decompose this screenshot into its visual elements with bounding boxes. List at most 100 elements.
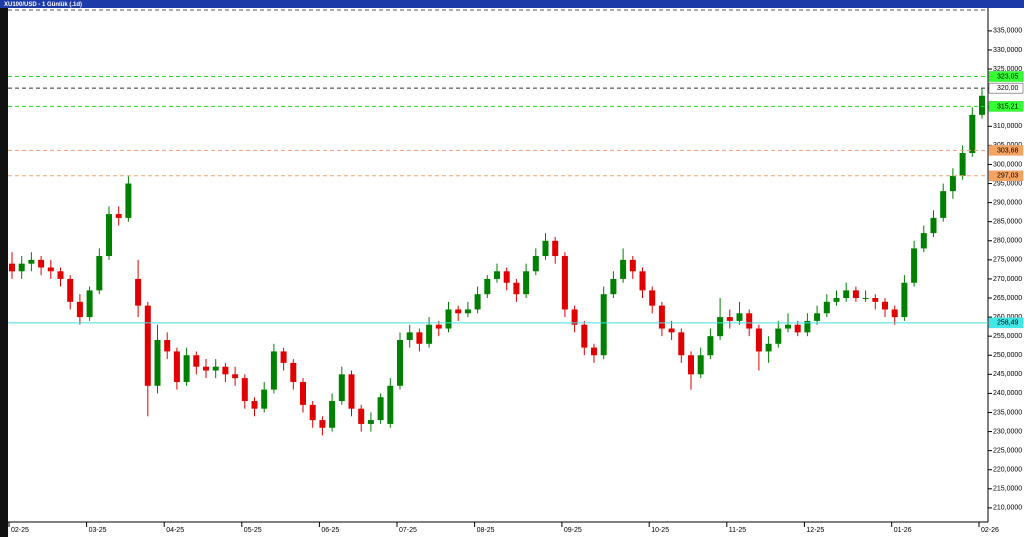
candle-body: [949, 175, 956, 192]
level-label: 297,03: [997, 173, 1019, 180]
x-tick-label: 12-25: [806, 527, 824, 534]
candle-body: [47, 267, 54, 272]
y-tick-label: 290,0000: [993, 199, 1022, 206]
candle-body: [57, 271, 64, 279]
candle-body: [707, 336, 714, 356]
y-tick-label: 245,0000: [993, 371, 1022, 378]
candle-body: [513, 282, 520, 295]
y-tick-label: 335,0000: [993, 28, 1022, 35]
candle-body: [552, 240, 559, 257]
y-tick-label: 285,0000: [993, 219, 1022, 226]
candle-body: [503, 271, 510, 283]
y-tick-label: 260,0000: [993, 314, 1022, 321]
candle-body: [474, 294, 481, 310]
candle-body: [804, 320, 811, 333]
candle-body: [290, 362, 297, 382]
y-tick-label: 265,0000: [993, 295, 1022, 302]
x-tick-label: 03-25: [89, 527, 107, 534]
candle-body: [67, 278, 74, 302]
level-label: 258,49: [997, 320, 1019, 327]
y-tick-label: 275,0000: [993, 257, 1022, 264]
level-box: [988, 170, 1024, 182]
candle-body: [338, 374, 345, 402]
candle-body: [377, 397, 384, 421]
candle-body: [494, 271, 500, 279]
candle-body: [484, 278, 491, 295]
candle-body: [38, 259, 45, 268]
y-tick-label: 295,0000: [993, 180, 1022, 187]
candle-body: [329, 401, 336, 428]
x-tick-label: 09-25: [564, 527, 582, 534]
y-tick-label: 240,0000: [993, 390, 1022, 397]
candle-body: [367, 420, 374, 424]
candle-body: [261, 389, 268, 409]
candle-body: [755, 328, 762, 352]
candle-body: [435, 324, 442, 329]
candle-body: [106, 214, 112, 257]
candle-body: [193, 355, 200, 367]
candle-body: [726, 317, 733, 321]
candle-body: [542, 240, 549, 257]
candle-body: [319, 420, 326, 428]
candle-body: [658, 305, 665, 329]
candle-body: [746, 313, 753, 329]
candle-body: [300, 381, 306, 405]
level-label: 315,21: [997, 103, 1019, 110]
candle-body: [270, 351, 277, 390]
y-tick-label: 330,0000: [993, 47, 1022, 54]
candle-body: [600, 294, 607, 356]
x-tick-label: 10-25: [651, 527, 669, 534]
level-box: [988, 71, 1024, 82]
title-bar: [0, 0, 1024, 8]
level-box: [988, 145, 1024, 156]
candle-body: [358, 408, 365, 424]
x-tick-label: 06-25: [321, 527, 339, 534]
candle-body: [154, 339, 161, 386]
candle-body: [688, 355, 694, 375]
y-tick-label: 280,0000: [993, 238, 1022, 245]
candle-body: [464, 309, 471, 314]
candle-body: [173, 351, 180, 382]
candle-body: [620, 259, 627, 279]
y-tick-label: 250,0000: [993, 352, 1022, 359]
candle-body: [232, 374, 239, 379]
candle-body: [930, 217, 937, 234]
candle-body: [18, 263, 25, 272]
y-tick-label: 325,0000: [993, 66, 1022, 73]
candle-body: [891, 309, 898, 318]
candle-body: [28, 259, 35, 264]
candle-body: [426, 324, 433, 344]
candle-body: [9, 263, 15, 272]
candle-body: [959, 153, 966, 176]
candle-body: [581, 324, 588, 348]
candle-body: [591, 347, 597, 356]
candle-body: [348, 374, 355, 409]
candle-body: [222, 366, 229, 375]
candle-body: [823, 301, 830, 314]
y-tick-label: 225,0000: [993, 447, 1022, 454]
level-label: 303,68: [997, 147, 1019, 154]
candle-body: [86, 290, 93, 318]
candle-body: [212, 366, 219, 371]
candle-body: [920, 233, 927, 249]
candle-body: [794, 324, 801, 333]
candle-body: [697, 355, 704, 375]
candle-body: [814, 313, 821, 321]
level-box: [988, 101, 1024, 112]
candle-body: [979, 95, 985, 115]
candle-body: [668, 328, 675, 333]
x-tick-label: 05-25: [244, 527, 262, 534]
price-axis: [988, 8, 1024, 537]
x-tick-label: 08-25: [477, 527, 495, 534]
candle-body: [775, 328, 782, 344]
y-tick-label: 310,0000: [993, 123, 1022, 130]
candle-body: [532, 256, 539, 272]
candle-body: [445, 309, 452, 329]
y-tick-label: 255,0000: [993, 333, 1022, 340]
candle-body: [280, 351, 287, 363]
candle-body: [523, 271, 530, 295]
candle-body: [76, 301, 83, 318]
candle-body: [455, 309, 462, 314]
candle-body: [852, 290, 859, 299]
